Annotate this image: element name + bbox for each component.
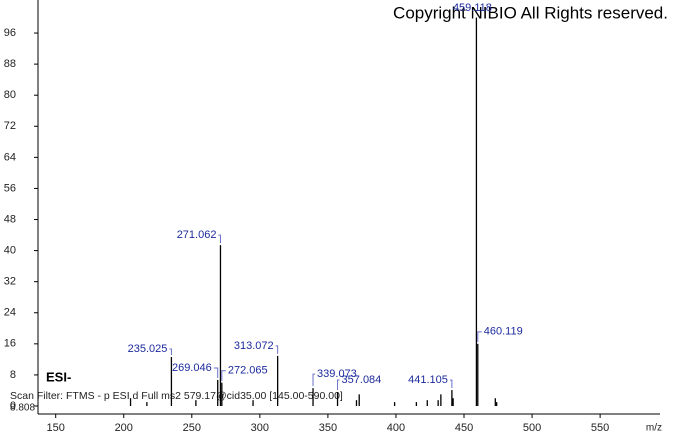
peak-label: 271.062 [177, 229, 217, 241]
y-tick-label: 80 [4, 89, 16, 101]
peak-label: 272.065 [228, 365, 268, 377]
peak-label: 460.119 [484, 326, 523, 338]
x-tick-label: 150 [47, 422, 65, 434]
y-tick-label: 32 [4, 276, 16, 288]
chart-title: Copyright NIBIO All Rights reserved. [393, 3, 668, 22]
peak-label: 313.072 [234, 340, 274, 352]
peak-label: 441.105 [408, 374, 448, 386]
x-tick-label: 300 [251, 422, 269, 434]
y-tick-label: 16 [4, 338, 16, 350]
label-leader [275, 345, 279, 354]
ionization-label: ESI- [46, 369, 71, 384]
y-tick-label: 0 [10, 400, 16, 412]
y-tick-label: 88 [4, 58, 16, 70]
x-tick-label: 450 [455, 422, 473, 434]
label-leader [449, 379, 453, 389]
peak-label: 235.025 [128, 343, 168, 355]
y-tick-label: 8 [10, 369, 16, 381]
peak-label: 459.118 [453, 2, 492, 14]
x-tick-label: 350 [319, 422, 337, 434]
y-tick-label: 56 [4, 182, 16, 194]
y-tick-label: 48 [4, 213, 16, 225]
label-leader [169, 348, 172, 356]
x-tick-label: 500 [523, 422, 541, 434]
y-tick-label: 64 [4, 151, 16, 163]
peak-label: 269.046 [172, 362, 212, 374]
intensity-label: 8.808 [10, 403, 35, 414]
x-tick-label: 200 [115, 422, 133, 434]
scan-filter: Scan Filter: FTMS - p ESI d Full ms2 579… [10, 390, 343, 402]
label-leader [218, 234, 221, 244]
peak-label: 357.084 [342, 374, 382, 386]
label-leader [213, 367, 219, 378]
peak-label: 339.073 [317, 368, 357, 380]
label-leader [477, 331, 482, 342]
y-tick-label: 72 [4, 120, 16, 132]
x-tick-label: 400 [387, 422, 405, 434]
y-tick-label: 40 [4, 245, 16, 257]
y-tick-label: 24 [4, 307, 16, 319]
x-tick-label: 250 [183, 422, 201, 434]
y-tick-label: 96 [4, 27, 16, 39]
label-leader [312, 373, 316, 387]
x-axis-label: m/z [646, 423, 662, 434]
x-tick-label: 550 [591, 422, 609, 434]
label-leader [221, 370, 226, 381]
label-leader [337, 379, 340, 391]
